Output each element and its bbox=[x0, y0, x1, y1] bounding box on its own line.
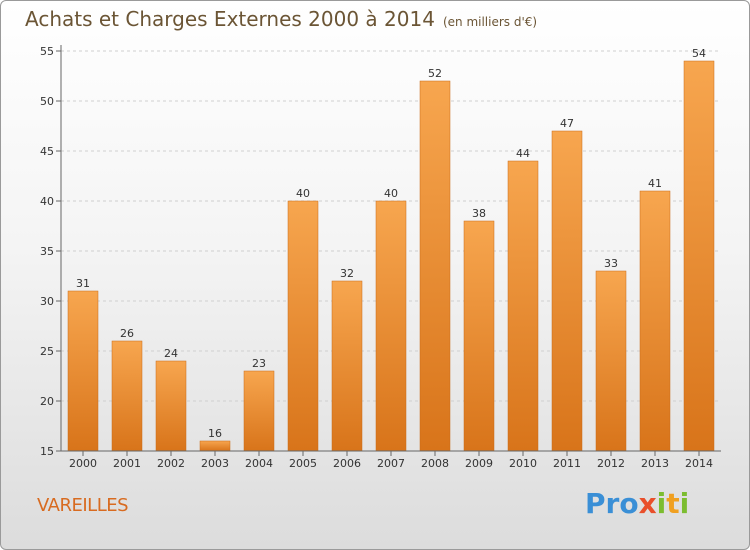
commune-name: VAREILLES bbox=[37, 495, 129, 516]
y-tick-label: 45 bbox=[40, 145, 54, 158]
axes: 15 20 25 30 35 40 45 50 55 2000 2001 2002 2003 2004 20… bbox=[40, 45, 721, 470]
logo-letter: o bbox=[619, 487, 639, 520]
x-tick-label-2010: 2010 bbox=[509, 457, 537, 470]
data-label-2010: 44 bbox=[516, 147, 530, 160]
bar-2005 bbox=[287, 200, 319, 452]
data-label-2011: 47 bbox=[560, 117, 574, 130]
logo-letter: i bbox=[679, 487, 690, 520]
y-tick-label: 25 bbox=[40, 345, 54, 358]
chart-title: Achats et Charges Externes 2000 à 2014 (e… bbox=[25, 7, 537, 31]
data-label-2008: 52 bbox=[428, 67, 442, 80]
y-tick-label: 30 bbox=[40, 295, 54, 308]
bar-2001 bbox=[111, 340, 143, 452]
bar-2003 bbox=[199, 440, 231, 452]
x-tick-label-2011: 2011 bbox=[553, 457, 581, 470]
data-label-2000: 31 bbox=[76, 277, 90, 290]
bar-2011 bbox=[551, 130, 583, 452]
logo-letter: r bbox=[605, 487, 620, 520]
data-label-2009: 38 bbox=[472, 207, 486, 220]
x-tick-label-2000: 2000 bbox=[69, 457, 97, 470]
bar-2000 bbox=[67, 290, 99, 452]
bar-2014 bbox=[683, 60, 715, 452]
logo-letter: i bbox=[656, 487, 667, 520]
proxiti-logo: Proxiti bbox=[585, 487, 689, 520]
data-label-2007: 40 bbox=[384, 187, 398, 200]
logo-letter: P bbox=[585, 487, 606, 520]
x-tick-label-2001: 2001 bbox=[113, 457, 141, 470]
bar-2004 bbox=[243, 370, 275, 452]
data-label-2003: 16 bbox=[208, 427, 222, 440]
y-tick-label: 35 bbox=[40, 245, 54, 258]
x-tick-label-2005: 2005 bbox=[289, 457, 317, 470]
data-label-2002: 24 bbox=[164, 347, 178, 360]
data-label-2005: 40 bbox=[296, 187, 310, 200]
x-tick-label-2003: 2003 bbox=[201, 457, 229, 470]
x-tick-label-2007: 2007 bbox=[377, 457, 405, 470]
x-tick-label-2004: 2004 bbox=[245, 457, 273, 470]
y-tick-label: 50 bbox=[40, 95, 54, 108]
x-tick-label-2006: 2006 bbox=[333, 457, 361, 470]
bar-2013 bbox=[639, 190, 671, 452]
bar-2002 bbox=[155, 360, 187, 452]
bar-2010 bbox=[507, 160, 539, 452]
x-tick-label-2002: 2002 bbox=[157, 457, 185, 470]
bar-2009 bbox=[463, 220, 495, 452]
chart-unit: (en milliers d'€) bbox=[442, 15, 538, 29]
bar-2008 bbox=[419, 80, 451, 452]
data-label-2006: 32 bbox=[340, 267, 354, 280]
y-tick-label: 15 bbox=[40, 445, 54, 458]
bar-2007 bbox=[375, 200, 407, 452]
logo-letter: t bbox=[666, 487, 680, 520]
x-tick-label-2008: 2008 bbox=[421, 457, 449, 470]
chart-title-text: Achats et Charges Externes 2000 à 2014 bbox=[25, 7, 435, 31]
data-label-2012: 33 bbox=[604, 257, 618, 270]
data-label-2014: 54 bbox=[692, 47, 706, 60]
x-tick-label-2012: 2012 bbox=[597, 457, 625, 470]
bars: 31 26 24 16 23 40 32 40 52 38 44 47 33 41 54 bbox=[67, 47, 715, 452]
x-tick-label-2014: 2014 bbox=[685, 457, 713, 470]
y-tick-label: 20 bbox=[40, 395, 54, 408]
x-tick-label-2013: 2013 bbox=[641, 457, 669, 470]
data-label-2004: 23 bbox=[252, 357, 266, 370]
logo-letter: x bbox=[638, 487, 657, 520]
data-label-2013: 41 bbox=[648, 177, 662, 190]
y-tick-label: 55 bbox=[40, 45, 54, 58]
x-tick-label-2009: 2009 bbox=[465, 457, 493, 470]
bar-2006 bbox=[331, 280, 363, 452]
bar-2012 bbox=[595, 270, 627, 452]
y-tick-label: 40 bbox=[40, 195, 54, 208]
data-label-2001: 26 bbox=[120, 327, 134, 340]
